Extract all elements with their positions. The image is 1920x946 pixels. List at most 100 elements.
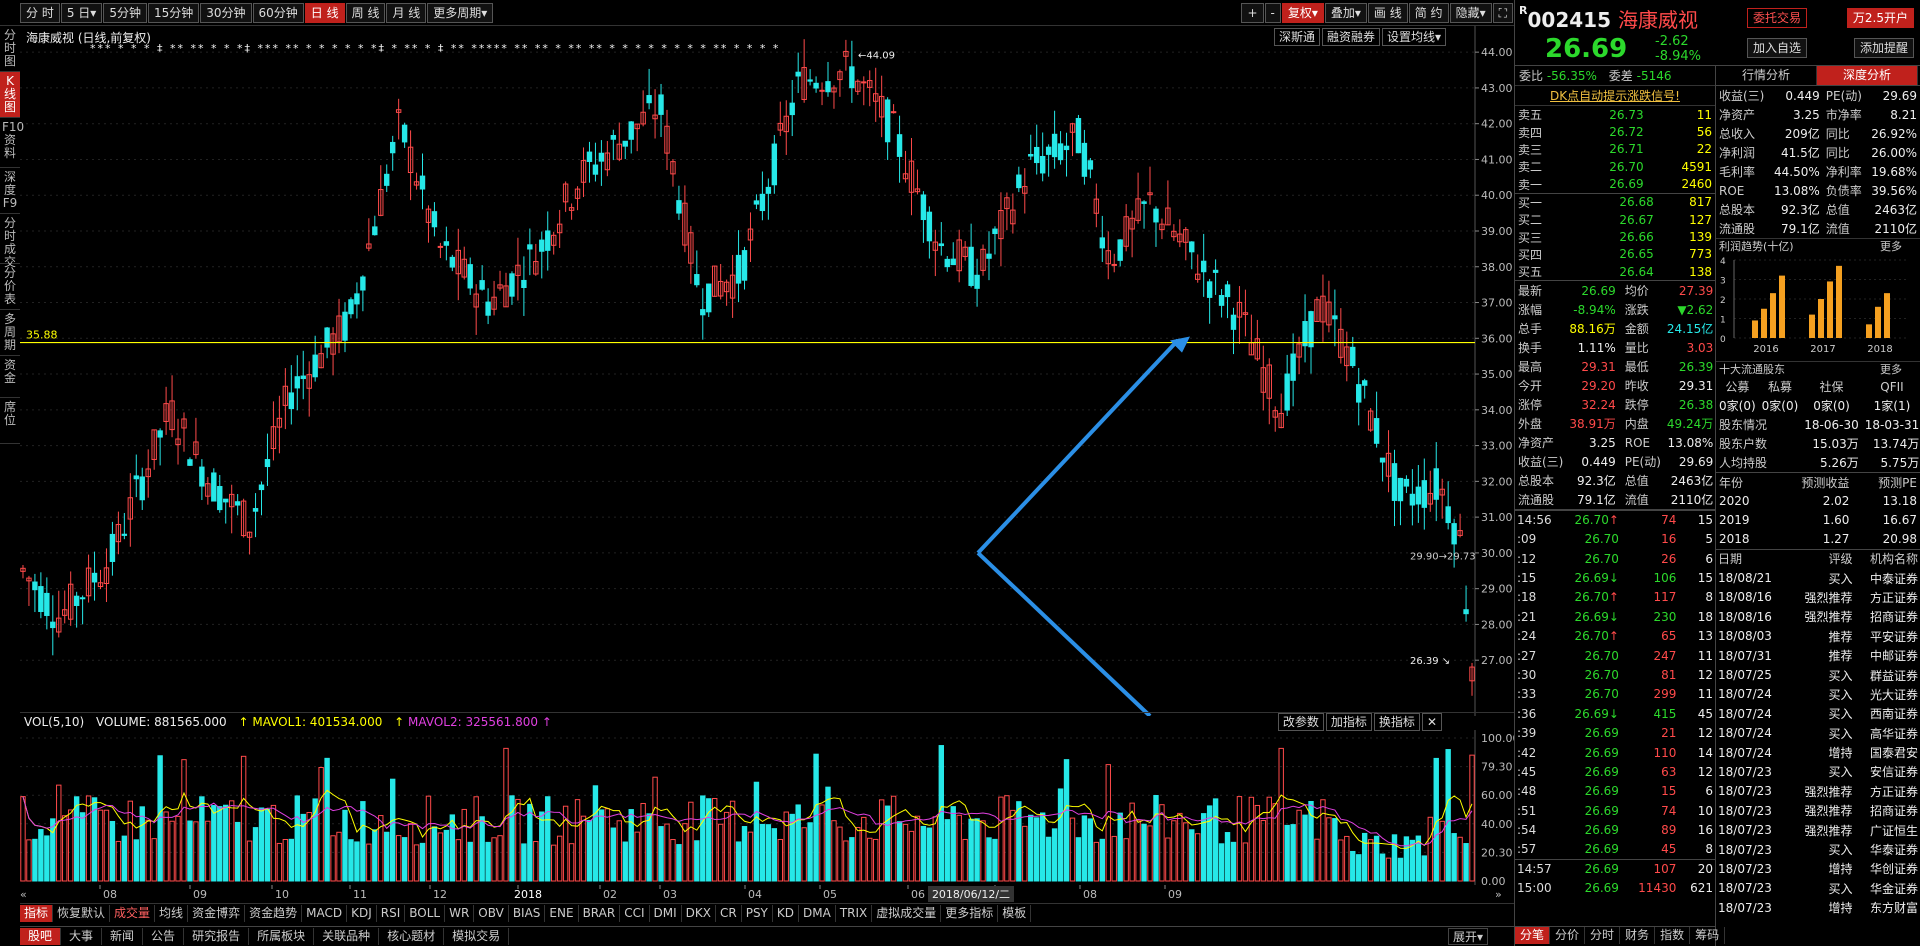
detail-tab-1[interactable]: 分价 — [1550, 927, 1586, 944]
indicator-tab-22[interactable]: TRIX — [836, 905, 873, 922]
indicator-tab-10[interactable]: WR — [445, 905, 475, 922]
rating-row[interactable]: 18/07/23 买入 华泰证券 — [1716, 840, 1920, 859]
open-account-button[interactable]: 万2.5开户 — [1846, 8, 1914, 28]
bottom-tab-8[interactable]: 模拟交易 — [444, 928, 510, 945]
indicator-tab-3[interactable]: 均线 — [155, 905, 189, 922]
left-tab-5[interactable]: 分价表 — [0, 264, 20, 310]
bottom-tab-3[interactable]: 公告 — [143, 928, 185, 945]
rating-row[interactable]: 18/07/23 强烈推荐 方正证券 — [1716, 782, 1920, 801]
period-button-6[interactable]: 日 线 — [304, 3, 345, 23]
tick-row[interactable]: :45 26.69 63 12 — [1515, 762, 1715, 781]
period-button-4[interactable]: 30分钟 — [200, 3, 252, 23]
indicator-tab-6[interactable]: MACD — [302, 905, 348, 922]
tick-row[interactable]: :18 26.70↑ 117 8 — [1515, 588, 1715, 607]
volume-button-1[interactable]: 加指标 — [1325, 713, 1372, 731]
left-tab-2[interactable]: F10资料 — [0, 118, 24, 168]
volume-button-0[interactable]: 改参数 — [1277, 713, 1324, 731]
add-watchlist-button[interactable]: 加入自选 — [1747, 38, 1808, 58]
tick-table[interactable]: 14:56 26.70↑ 74 15:09 26.70 16 5:12 26.70 26 6:15… — [1515, 510, 1715, 898]
tick-row[interactable]: :57 26.69 45 8 — [1515, 840, 1715, 859]
bottom-tab-7[interactable]: 核心题材 — [379, 928, 445, 945]
tick-row[interactable]: :12 26.70 26 6 — [1515, 549, 1715, 568]
left-tab-6[interactable]: 多周期 — [0, 310, 20, 356]
tick-row[interactable]: :24 26.70↑ 65 13 — [1515, 626, 1715, 645]
rating-row[interactable]: 18/07/24 买入 光大证券 — [1716, 685, 1920, 704]
rating-row[interactable]: 18/07/23 增持 华创证券 — [1716, 859, 1920, 878]
tick-row[interactable]: :33 26.70 299 11 — [1515, 685, 1715, 704]
indicator-tab-9[interactable]: BOLL — [405, 905, 446, 922]
x-scroll-right[interactable]: » — [1495, 888, 1502, 901]
volume-indicator-label[interactable]: VOL(5,10) — [24, 715, 85, 729]
period-button-7[interactable]: 周 线 — [345, 3, 386, 23]
holders-more-link[interactable]: 更多 — [1880, 363, 1902, 376]
tick-row[interactable]: :27 26.70 247 11 — [1515, 646, 1715, 665]
ask-row[interactable]: 卖二 26.70 4591 — [1515, 158, 1715, 175]
detail-tab-2[interactable]: 分时 — [1585, 927, 1621, 944]
tick-row[interactable]: :39 26.69 21 12 — [1515, 723, 1715, 742]
tick-row[interactable]: :21 26.69↓ 230 18 — [1515, 607, 1715, 626]
ask-row[interactable]: 卖一 26.69 2460 — [1515, 176, 1715, 194]
rating-row[interactable]: 18/08/16 强烈推荐 招商证券 — [1716, 607, 1920, 626]
indicator-tab-11[interactable]: OBV — [474, 905, 509, 922]
tick-row[interactable]: 14:56 26.70↑ 74 15 — [1515, 510, 1715, 529]
tool-button-4[interactable]: 画 线 — [1367, 3, 1408, 23]
bid-row[interactable]: 买四 26.65 773 — [1515, 246, 1715, 263]
tick-row[interactable]: 15:00 26.69 11430 621 — [1515, 879, 1715, 898]
indicator-tab-5[interactable]: 资金趋势 — [245, 905, 303, 922]
indicator-tab-16[interactable]: DMI — [650, 905, 682, 922]
indicator-tab-2[interactable]: 成交量 — [110, 905, 156, 922]
ask-row[interactable]: 卖四 26.72 56 — [1515, 123, 1715, 140]
expand-button[interactable]: 展开▾ — [1447, 928, 1488, 945]
period-button-8[interactable]: 月 线 — [386, 3, 427, 23]
bottom-tab-2[interactable]: 新闻 — [102, 928, 144, 945]
rating-row[interactable]: 18/07/24 买入 高华证券 — [1716, 724, 1920, 743]
detail-tab-3[interactable]: 财务 — [1620, 927, 1656, 944]
bottom-tab-4[interactable]: 研究报告 — [184, 928, 250, 945]
left-tab-8[interactable]: 席位 — [0, 398, 20, 444]
tool-button-6[interactable]: 隐藏▾ — [1449, 3, 1492, 23]
left-tab-0[interactable]: 分时图 — [0, 26, 20, 72]
indicator-tab-20[interactable]: KD — [773, 905, 799, 922]
indicator-tab-17[interactable]: DKX — [682, 905, 716, 922]
tick-row[interactable]: :48 26.69 15 6 — [1515, 782, 1715, 801]
tool-button-2[interactable]: 复权▾ — [1281, 3, 1324, 23]
volume-chart[interactable]: 100.00 79.30 60.00 40.00 20.30 0.00 — [20, 730, 1514, 885]
kline-chart[interactable]: 44.00 43.00 42.00 41.00 40.00 39.00 38.00 37.00… — [20, 26, 1514, 716]
ask-row[interactable]: 卖三 26.71 22 — [1515, 141, 1715, 158]
indicator-tab-21[interactable]: DMA — [799, 905, 836, 922]
tick-row[interactable]: :51 26.69 74 10 — [1515, 801, 1715, 820]
indicator-tab-1[interactable]: 恢复默认 — [53, 905, 111, 922]
left-tab-3[interactable]: 深度F9 — [0, 168, 20, 214]
indicator-tab-4[interactable]: 资金博弈 — [188, 905, 246, 922]
rating-row[interactable]: 18/07/24 买入 西南证券 — [1716, 704, 1920, 723]
detail-tab-0[interactable]: 分笔 — [1515, 927, 1551, 944]
tick-row[interactable]: 14:57 26.69 107 20 — [1515, 859, 1715, 878]
period-button-9[interactable]: 更多周期▾ — [427, 3, 494, 23]
period-button-1[interactable]: 5 日▾ — [60, 3, 103, 23]
indicator-tab-0[interactable]: 指标 — [20, 905, 54, 922]
tool-button-5[interactable]: 简 约 — [1408, 3, 1449, 23]
x-scroll-left[interactable]: « — [20, 888, 27, 901]
profit-more-link[interactable]: 更多 — [1880, 240, 1902, 253]
left-tab-4[interactable]: 分时成交 — [0, 214, 20, 269]
rating-row[interactable]: 18/07/31 推荐 中邮证券 — [1716, 646, 1920, 665]
rating-row[interactable]: 18/07/25 买入 群益证券 — [1716, 665, 1920, 684]
bid-row[interactable]: 买二 26.67 127 — [1515, 211, 1715, 228]
bid-row[interactable]: 买五 26.64 138 — [1515, 263, 1715, 281]
period-button-0[interactable]: 分 时 — [20, 3, 60, 23]
tick-row[interactable]: :30 26.70 81 12 — [1515, 665, 1715, 684]
tick-row[interactable]: :54 26.69 89 16 — [1515, 820, 1715, 839]
bottom-tab-0[interactable]: 股吧 — [20, 928, 62, 945]
rating-row[interactable]: 18/07/23 增持 东方财富 — [1716, 898, 1920, 917]
indicator-tab-12[interactable]: BIAS — [509, 905, 546, 922]
indicator-tab-19[interactable]: PSY — [742, 905, 773, 922]
detail-tab-5[interactable]: 筹码 — [1690, 927, 1726, 944]
tool-button-3[interactable]: 叠加▾ — [1324, 3, 1367, 23]
trade-button[interactable]: 委托交易 — [1747, 8, 1808, 28]
indicator-tab-7[interactable]: KDJ — [347, 905, 377, 922]
tick-row[interactable]: :15 26.69↓ 106 15 — [1515, 568, 1715, 587]
chart-top-button-2[interactable]: 设置均线▾ — [1381, 28, 1446, 46]
indicator-tab-8[interactable]: RSI — [377, 905, 406, 922]
rating-row[interactable]: 18/08/21 买入 中泰证券 — [1716, 568, 1920, 587]
bottom-tab-6[interactable]: 关联品种 — [314, 928, 380, 945]
